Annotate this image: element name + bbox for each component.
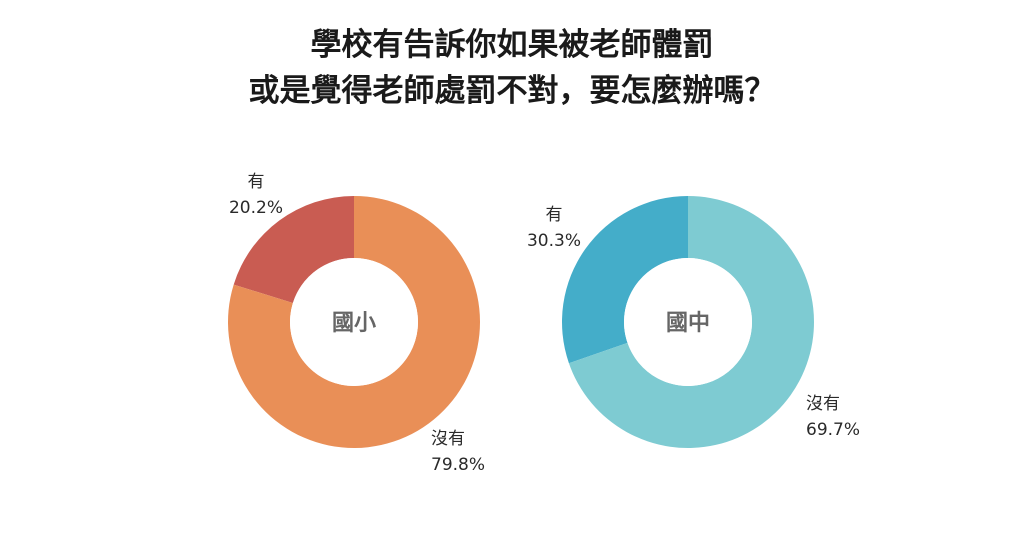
- slice-label-value-yes-chart-2: 30.3%: [527, 231, 581, 251]
- slice-label-value-yes-chart-1: 20.2%: [229, 198, 283, 218]
- slice-label-name-yes-chart-2: 有: [546, 205, 563, 225]
- donut-chart-1: 國小 有 20.2% 沒有 79.8%: [228, 172, 485, 475]
- slice-yes-chart-2: [562, 196, 688, 364]
- slice-no-chart-1: [228, 196, 481, 448]
- title-line-1: 學校有告訴你如果被老師體罰: [310, 27, 714, 63]
- slice-yes-chart-1: [233, 196, 354, 303]
- slice-label-name-yes-chart-1: 有: [248, 172, 265, 192]
- center-label-chart-1: 國小: [332, 310, 376, 336]
- slice-label-value-no-chart-2: 69.7%: [806, 420, 860, 440]
- chart-title: 學校有告訴你如果被老師體罰 或是覺得老師處罰不對，要怎麼辦嗎？: [0, 22, 1024, 114]
- slice-label-name-no-chart-1: 沒有: [431, 429, 465, 449]
- donut-hole-chart-1: [290, 258, 418, 386]
- title-line-2: 或是覺得老師處罰不對，要怎麼辦嗎？: [248, 73, 776, 109]
- donut-hole-chart-2: [624, 258, 752, 386]
- slice-label-value-no-chart-1: 79.8%: [431, 455, 485, 475]
- slice-no-chart-2: [568, 196, 814, 449]
- slice-label-name-no-chart-2: 沒有: [806, 394, 840, 414]
- donut-chart-2: 國中 有 30.3% 沒有 69.7%: [527, 196, 860, 449]
- center-label-chart-2: 國中: [666, 310, 710, 336]
